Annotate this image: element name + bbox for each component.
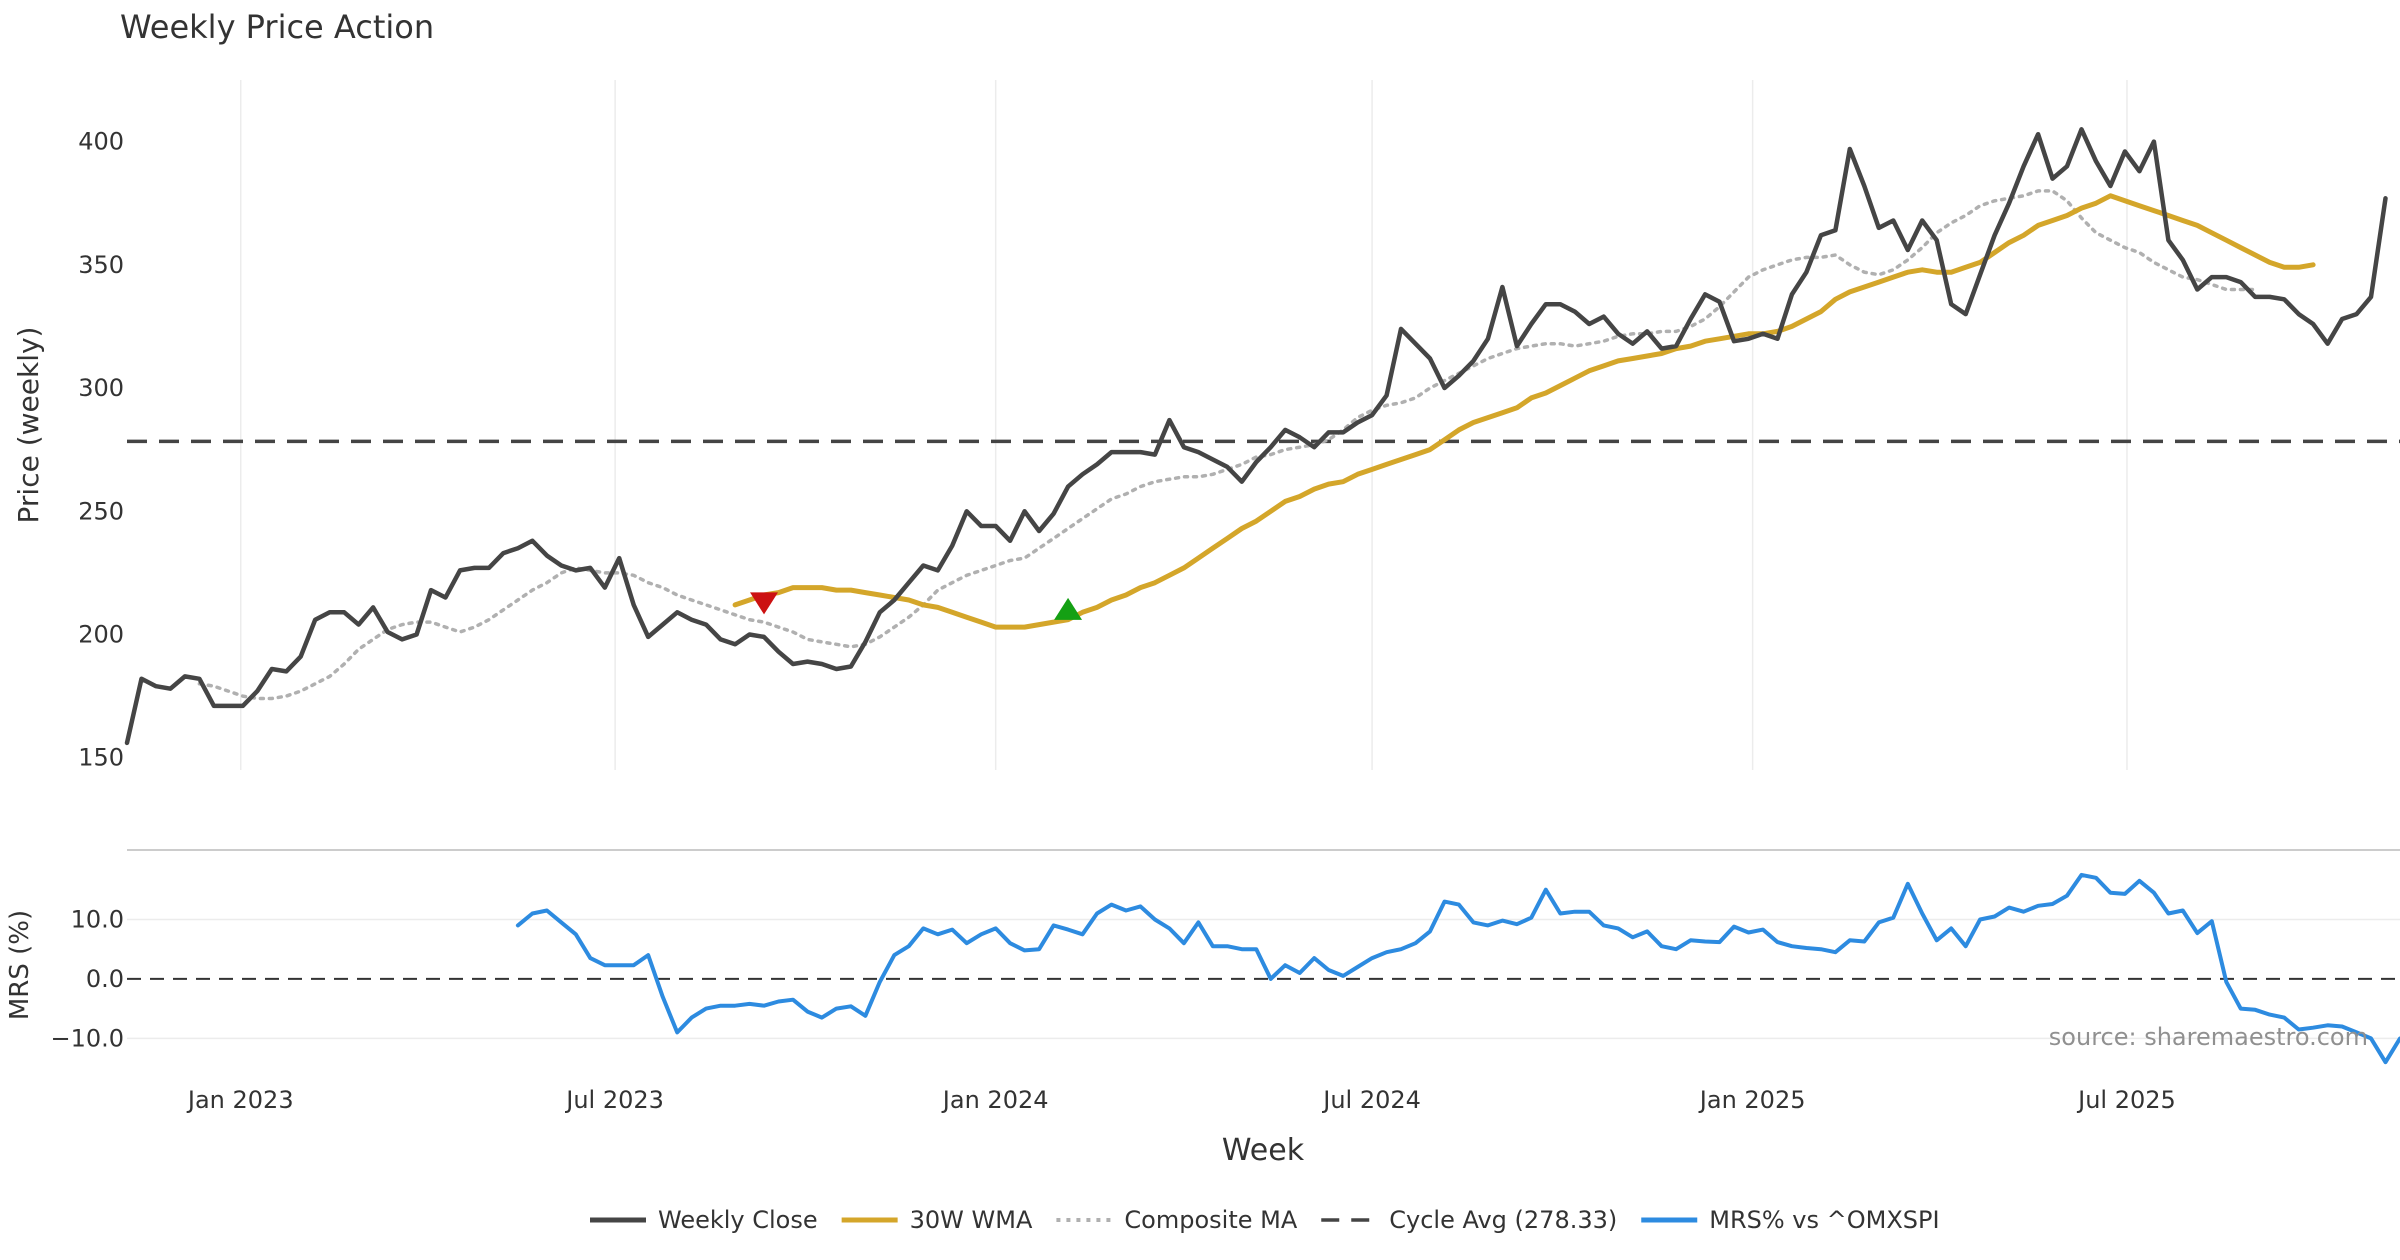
legend-item: Weekly Close — [590, 1206, 818, 1234]
chart-title: Weekly Price Action — [120, 8, 434, 46]
mrs-line — [515, 872, 2400, 1065]
price-y-tick-label: 300 — [78, 374, 124, 402]
price-y-axis-label: Price (weekly) — [12, 327, 45, 524]
price-y-tick-label: 400 — [78, 128, 124, 156]
price-y-tick-label: 150 — [78, 744, 124, 772]
legend-label: Composite MA — [1124, 1206, 1297, 1234]
buy-marker — [1054, 597, 1083, 620]
price-series — [124, 127, 2388, 746]
legend-label: Weekly Close — [658, 1206, 818, 1234]
mrs-y-tick-label: 10.0 — [71, 905, 124, 933]
legend-label: MRS% vs ^OMXSPI — [1709, 1206, 1939, 1234]
legend-item: MRS% vs ^OMXSPI — [1641, 1206, 1940, 1234]
legend: Weekly Close 30W WMA Composite MA Cycle Avg… — [590, 1206, 1940, 1234]
weekly-close-line — [124, 127, 2388, 746]
price-y-tick-label: 350 — [78, 251, 124, 279]
x-tick-label: Jan 2024 — [941, 1086, 1049, 1114]
mrs-y-tick-label: 0.0 — [86, 965, 124, 993]
x-axis-label: Week — [1222, 1133, 1305, 1168]
legend-label: 30W WMA — [910, 1206, 1033, 1234]
mrs-y-tick-label: −10.0 — [50, 1024, 124, 1052]
price-panel: Weekly Price Action 150 200 250 300 350 400 P… — [12, 8, 2400, 772]
30w-wma-line — [732, 193, 2316, 630]
price-y-ticks: 150 200 250 300 350 400 — [78, 128, 124, 772]
mrs-series — [515, 872, 2400, 1065]
source-annotation: source: sharemaestro.com — [2049, 1023, 2368, 1051]
legend-item: Composite MA — [1056, 1206, 1298, 1234]
legend-label: Cycle Avg (278.33) — [1389, 1206, 1617, 1234]
mrs-gridlines — [127, 918, 2400, 1040]
price-y-tick-label: 250 — [78, 497, 124, 525]
legend-item: Cycle Avg (278.33) — [1321, 1206, 1617, 1234]
x-tick-label: Jul 2025 — [2076, 1086, 2176, 1114]
mrs-panel: −10.0 0.0 10.0 MRS (%) source: sharemaestr… — [5, 872, 2400, 1168]
mrs-y-ticks: −10.0 0.0 10.0 — [50, 905, 124, 1052]
x-tick-label: Jan 2023 — [186, 1086, 294, 1114]
price-y-tick-label: 200 — [78, 620, 124, 648]
mrs-y-axis-label: MRS (%) — [5, 910, 35, 1020]
x-tick-label: Jul 2023 — [564, 1086, 664, 1114]
signal-markers — [750, 592, 1083, 620]
price-gridlines — [240, 80, 2128, 770]
legend-item: 30W WMA — [841, 1206, 1033, 1234]
x-tick-label: Jul 2024 — [1321, 1086, 1421, 1114]
sell-marker — [750, 592, 779, 615]
x-axis-ticks: Jan 2023 Jul 2023 Jan 2024 Jul 2024 Jan 2025… — [186, 1086, 2176, 1114]
x-tick-label: Jan 2025 — [1698, 1086, 1806, 1114]
